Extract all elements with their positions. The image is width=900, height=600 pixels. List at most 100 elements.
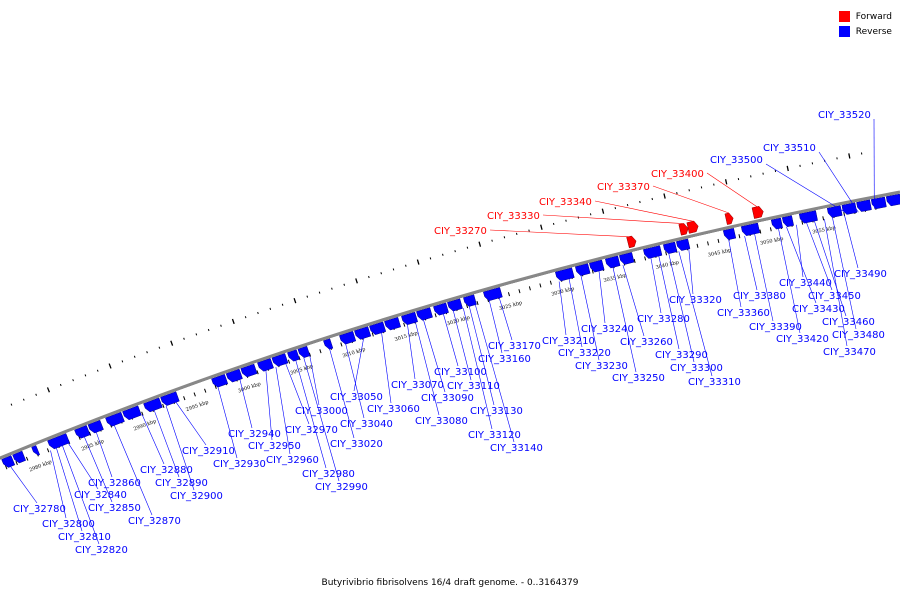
map-caption: Butyrivibrio fibrisolvens 16/4 draft gen… xyxy=(321,578,579,588)
scale-label: 3050 kbp xyxy=(760,236,784,247)
reverse-gene xyxy=(676,238,691,251)
gene-label: CIY_33270 xyxy=(434,226,487,237)
ruler-mark xyxy=(429,257,432,260)
gene-leader-line xyxy=(165,405,195,491)
reverse-gene xyxy=(885,193,900,207)
ruler-mark xyxy=(515,232,518,235)
ruler-mark xyxy=(331,287,333,290)
reverse-gene xyxy=(339,330,357,345)
scale-tick xyxy=(696,243,699,248)
reverse-gene xyxy=(433,302,449,316)
ruler-mark xyxy=(528,229,530,232)
gene-leader-line xyxy=(688,248,694,295)
reverse-gene xyxy=(211,373,229,388)
gene-leader-line xyxy=(658,256,680,350)
gene-label: CIY_33520 xyxy=(818,110,871,121)
ruler-mark xyxy=(293,297,297,304)
reverse-gene xyxy=(143,397,163,413)
legend-forward-label: Forward xyxy=(855,11,892,22)
ruler-mark xyxy=(416,259,420,265)
reverse-gene xyxy=(323,338,334,350)
ruler-mark xyxy=(478,241,482,247)
gene-leader-line xyxy=(622,264,645,337)
gene-label: CIY_32990 xyxy=(315,482,368,493)
scale-tick xyxy=(822,216,825,221)
scale-tick xyxy=(707,241,709,246)
scale-label: 3015 kbp xyxy=(394,330,418,343)
gene-leader-line xyxy=(141,414,165,465)
scale-tick xyxy=(193,392,196,397)
ruler-mark xyxy=(220,324,222,327)
reverse-gene xyxy=(287,349,300,362)
reverse-gene xyxy=(105,411,125,427)
gene-leader-line xyxy=(309,355,320,406)
gene-label: CIY_33130 xyxy=(470,406,523,417)
ruler-mark xyxy=(552,222,555,226)
ruler-mark xyxy=(442,253,444,256)
scale-label: 2980 kbp xyxy=(29,459,53,473)
scale-tick xyxy=(466,303,469,309)
reverse-gene xyxy=(482,287,503,302)
genome-backbone xyxy=(0,190,900,460)
gene-leader-line xyxy=(353,338,364,392)
reverse-gene xyxy=(271,353,289,367)
reverse-gene xyxy=(354,326,372,340)
ruler-mark xyxy=(10,403,13,406)
gene-leader-line xyxy=(612,267,637,373)
gene-label: CIY_32960 xyxy=(266,455,319,466)
scale-tick xyxy=(633,258,636,264)
scale-label: 3025 kbp xyxy=(498,300,522,312)
gene-leader-line xyxy=(469,306,495,406)
gene-leader-line xyxy=(558,281,567,336)
gene-leader-line xyxy=(796,224,804,278)
gene-leader-line xyxy=(295,360,327,469)
gene-label: CIY_33080 xyxy=(415,416,468,427)
gene-leader-line xyxy=(499,297,513,341)
scale-tick xyxy=(518,289,521,294)
scale-label: 3010 kbp xyxy=(342,347,366,360)
gene-label: CIY_32880 xyxy=(140,465,193,476)
gene-label: CIY_33320 xyxy=(669,295,722,306)
gene-leader-line xyxy=(806,222,833,291)
gene-leader-line xyxy=(598,270,606,324)
legend-forward: Forward xyxy=(838,9,892,24)
reverse-gene xyxy=(160,391,180,406)
gene-label: CIY_33440 xyxy=(779,278,832,289)
scale-tick xyxy=(801,220,804,225)
ruler-mark xyxy=(577,216,580,219)
gene-leader-line xyxy=(728,239,742,308)
ruler-mark xyxy=(565,219,567,222)
ruler-mark xyxy=(207,328,210,332)
gene-label: CIY_32950 xyxy=(248,441,301,452)
gene-label: CIY_33070 xyxy=(391,380,444,391)
ruler-mark xyxy=(466,246,469,249)
gene-leader-line xyxy=(96,432,113,478)
gene-label: CIY_33110 xyxy=(447,381,500,392)
scale-tick xyxy=(15,460,18,466)
gene-leader-line xyxy=(706,172,758,207)
scale-tick xyxy=(162,403,165,408)
gene-label: CIY_33470 xyxy=(823,347,876,358)
gene-label: CIY_33020 xyxy=(330,439,383,450)
gene-label: CIY_33460 xyxy=(822,317,875,328)
scale-tick xyxy=(46,448,50,453)
gene-leader-line xyxy=(345,344,365,419)
gene-leader-line xyxy=(475,304,515,443)
gene-leader-line xyxy=(114,425,153,516)
gene-label: CIY_32840 xyxy=(74,490,127,501)
ruler-mark xyxy=(244,316,247,319)
reverse-gene xyxy=(257,358,274,372)
scale-tick xyxy=(539,283,542,288)
reverse-gene xyxy=(87,419,104,434)
reverse-gene xyxy=(47,433,70,450)
gene-label: CIY_32780 xyxy=(13,504,66,515)
gene-label: CIY_33480 xyxy=(832,330,885,341)
gene-label: CIY_33400 xyxy=(651,169,704,180)
gene-leader-line xyxy=(678,251,713,377)
scale-tick xyxy=(403,322,406,327)
scale-label: 3045 kbp xyxy=(707,247,731,258)
ruler-mark xyxy=(108,363,112,369)
gene-label: CIY_33330 xyxy=(487,211,540,222)
legend-reverse-label: Reverse xyxy=(855,26,892,37)
gene-label: CIY_33450 xyxy=(808,291,861,302)
